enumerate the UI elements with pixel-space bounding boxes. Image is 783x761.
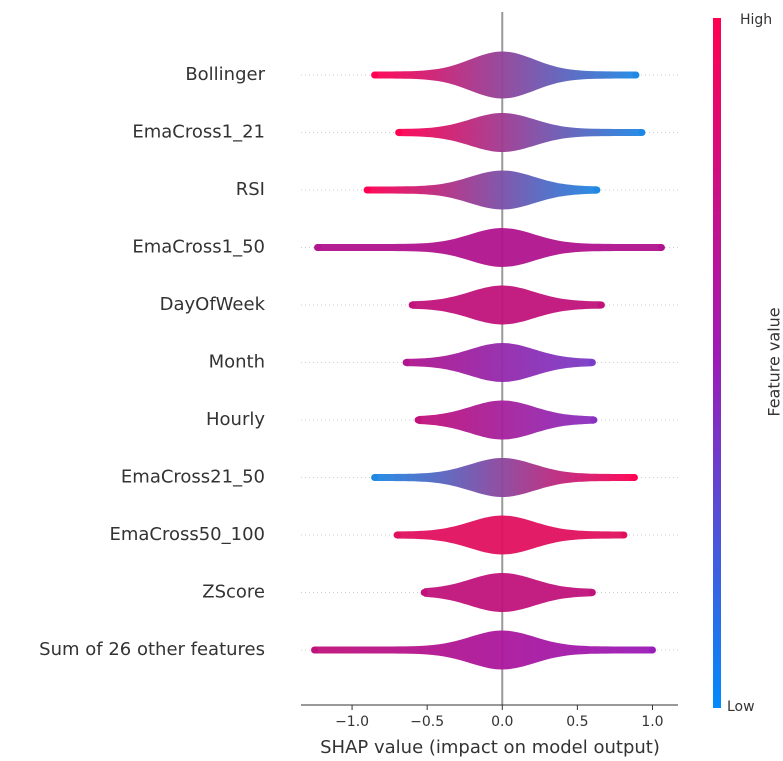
swarm-end xyxy=(371,71,379,79)
swarm xyxy=(424,573,593,612)
swarm-end xyxy=(395,129,403,136)
swarm-end xyxy=(414,416,422,424)
category-label: EmaCross1_50 xyxy=(132,237,265,258)
swarm xyxy=(418,400,594,440)
swarm xyxy=(412,285,602,325)
swarm-end xyxy=(590,416,598,424)
swarm xyxy=(406,343,593,382)
colorbar xyxy=(713,18,721,708)
category-label: Bollinger xyxy=(185,64,265,85)
swarm xyxy=(367,170,597,210)
swarm-end xyxy=(420,589,428,596)
category-label: EmaCross50_100 xyxy=(109,524,265,545)
swarm xyxy=(374,458,635,497)
swarm-end xyxy=(632,71,640,79)
swarm-end xyxy=(638,129,646,136)
swarm-end xyxy=(593,186,601,194)
swarm-end xyxy=(408,301,416,309)
x-tick-label: 1.0 xyxy=(641,714,663,730)
x-tick-label: −1.0 xyxy=(335,714,369,730)
category-label: Month xyxy=(209,352,265,373)
swarm-end xyxy=(371,474,379,481)
category-label: Sum of 26 other features xyxy=(39,639,265,660)
swarm xyxy=(314,630,653,670)
colorbar-high: High xyxy=(740,12,772,28)
category-label: EmaCross1_21 xyxy=(132,122,265,143)
x-tick-label: −0.5 xyxy=(410,714,444,730)
x-axis-label: SHAP value (impact on model output) xyxy=(320,737,660,758)
swarm-end xyxy=(588,359,596,366)
x-tick-label: 0.5 xyxy=(566,714,588,730)
swarm-end xyxy=(657,244,665,251)
swarm-end xyxy=(311,646,319,654)
category-label: ZScore xyxy=(202,582,265,603)
swarm-end xyxy=(630,474,638,481)
swarm xyxy=(374,51,636,99)
category-label: RSI xyxy=(236,179,265,200)
swarm-end xyxy=(648,646,656,654)
swarm xyxy=(317,228,662,267)
colorbar-low: Low xyxy=(727,699,755,715)
swarm xyxy=(397,515,624,555)
swarm-end xyxy=(620,531,628,539)
swarm xyxy=(398,113,642,152)
swarm-end xyxy=(314,244,322,251)
category-label: Hourly xyxy=(206,409,265,430)
swarm-end xyxy=(597,301,605,309)
x-tick-label: 0.0 xyxy=(491,714,513,730)
category-label: DayOfWeek xyxy=(160,294,266,315)
colorbar-label: Feature value xyxy=(765,307,783,416)
swarm-end xyxy=(402,359,410,366)
category-label: EmaCross21_50 xyxy=(121,467,265,488)
swarm-end xyxy=(393,531,401,539)
swarm-end xyxy=(363,186,371,194)
swarm-end xyxy=(588,589,596,596)
